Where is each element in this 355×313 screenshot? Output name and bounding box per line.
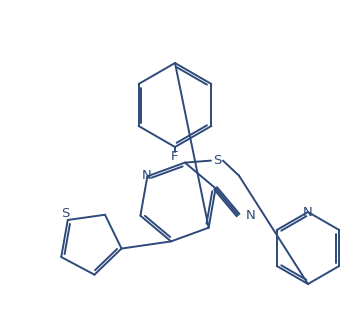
Text: N: N [142, 169, 151, 182]
Text: F: F [171, 151, 179, 163]
Text: S: S [213, 154, 221, 167]
Text: N: N [246, 209, 256, 222]
Text: N: N [303, 206, 313, 218]
Text: S: S [61, 208, 70, 220]
